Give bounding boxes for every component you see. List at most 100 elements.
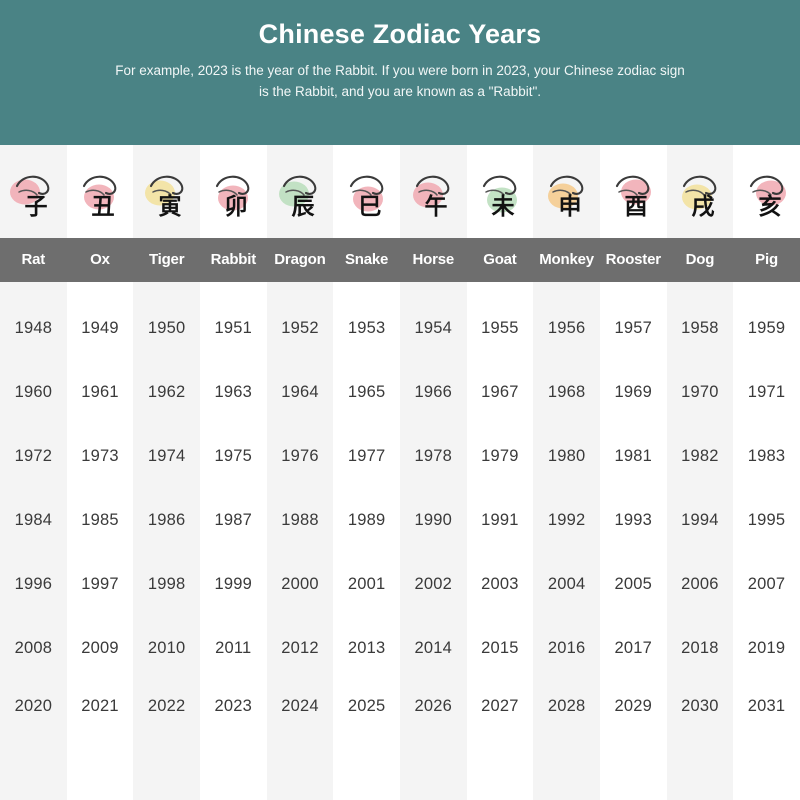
year-cell[interactable]: 1966 — [414, 383, 453, 401]
year-cell[interactable]: 1976 — [281, 447, 319, 465]
year-cell[interactable]: 2008 — [14, 639, 53, 657]
year-cell[interactable]: 2002 — [414, 575, 453, 593]
year-cell[interactable]: 1949 — [81, 319, 119, 337]
zodiac-icon-cell-goat[interactable]: 未 — [467, 145, 534, 238]
year-cell[interactable]: 1951 — [214, 319, 253, 337]
year-cell[interactable]: 1991 — [481, 511, 519, 529]
year-cell[interactable]: 2024 — [281, 697, 319, 715]
zodiac-header-pig[interactable]: Pig — [755, 251, 778, 268]
year-cell[interactable]: 1961 — [81, 383, 119, 401]
year-cell[interactable]: 2028 — [547, 697, 586, 715]
year-cell[interactable]: 1948 — [14, 319, 53, 337]
zodiac-header-dog[interactable]: Dog — [685, 251, 715, 268]
year-cell[interactable]: 1993 — [614, 511, 652, 529]
year-cell[interactable]: 2017 — [614, 639, 652, 657]
year-cell[interactable]: 1973 — [81, 447, 119, 465]
zodiac-icon-cell-snake[interactable]: 巳 — [333, 145, 400, 238]
year-cell[interactable]: 2031 — [747, 697, 786, 715]
year-cell[interactable]: 1952 — [281, 319, 319, 337]
year-cell[interactable]: 1960 — [14, 383, 53, 401]
zodiac-icon-cell-monkey[interactable]: 申 — [533, 145, 600, 238]
year-cell[interactable]: 2012 — [281, 639, 319, 657]
year-cell[interactable]: 1996 — [14, 575, 53, 593]
zodiac-header-horse[interactable]: Horse — [412, 251, 455, 268]
year-cell[interactable]: 1956 — [547, 319, 586, 337]
year-cell[interactable]: 1953 — [347, 319, 386, 337]
zodiac-header-monkey[interactable]: Monkey — [539, 251, 594, 268]
zodiac-icon-cell-horse[interactable]: 午 — [400, 145, 467, 238]
year-cell[interactable]: 1954 — [414, 319, 453, 337]
year-cell[interactable]: 2030 — [681, 697, 719, 715]
year-cell[interactable]: 1962 — [147, 383, 186, 401]
zodiac-icon-cell-pig[interactable]: 亥 — [733, 145, 800, 238]
zodiac-header-rabbit[interactable]: Rabbit — [210, 251, 257, 268]
year-cell[interactable]: 1968 — [547, 383, 586, 401]
year-cell[interactable]: 1964 — [281, 383, 319, 401]
year-cell[interactable]: 1950 — [147, 319, 186, 337]
year-cell[interactable]: 1970 — [681, 383, 719, 401]
year-cell[interactable]: 1959 — [747, 319, 786, 337]
year-cell[interactable]: 2001 — [347, 575, 386, 593]
zodiac-icon-cell-ox[interactable]: 丑 — [67, 145, 134, 238]
year-cell[interactable]: 2022 — [147, 697, 186, 715]
year-cell[interactable]: 2020 — [14, 697, 53, 715]
year-cell[interactable]: 1978 — [414, 447, 453, 465]
year-cell[interactable]: 1963 — [214, 383, 253, 401]
zodiac-icon-cell-rooster[interactable]: 酉 — [600, 145, 667, 238]
year-cell[interactable]: 2014 — [414, 639, 453, 657]
zodiac-header-snake[interactable]: Snake — [345, 251, 389, 268]
year-cell[interactable]: 1987 — [214, 511, 253, 529]
year-cell[interactable]: 1974 — [147, 447, 186, 465]
year-cell[interactable]: 1999 — [214, 575, 253, 593]
zodiac-icon-cell-rat[interactable]: 子 — [0, 145, 67, 238]
year-cell[interactable]: 1985 — [81, 511, 119, 529]
year-cell[interactable]: 1982 — [681, 447, 719, 465]
year-cell[interactable]: 1975 — [214, 447, 253, 465]
year-cell[interactable]: 1972 — [14, 447, 53, 465]
year-cell[interactable]: 2000 — [281, 575, 319, 593]
year-cell[interactable]: 1969 — [614, 383, 652, 401]
year-cell[interactable]: 1984 — [14, 511, 53, 529]
year-cell[interactable]: 1986 — [147, 511, 186, 529]
year-cell[interactable]: 1955 — [481, 319, 519, 337]
year-cell[interactable]: 1980 — [547, 447, 586, 465]
year-cell[interactable]: 1983 — [747, 447, 786, 465]
year-cell[interactable]: 2004 — [547, 575, 586, 593]
zodiac-icon-cell-dragon[interactable]: 辰 — [267, 145, 334, 238]
year-cell[interactable]: 2029 — [614, 697, 652, 715]
year-cell[interactable]: 1992 — [547, 511, 586, 529]
year-cell[interactable]: 2009 — [81, 639, 119, 657]
year-cell[interactable]: 2027 — [481, 697, 519, 715]
year-cell[interactable]: 2018 — [681, 639, 719, 657]
year-cell[interactable]: 1989 — [347, 511, 386, 529]
year-cell[interactable]: 1958 — [681, 319, 719, 337]
year-cell[interactable]: 1979 — [481, 447, 519, 465]
year-cell[interactable]: 1994 — [681, 511, 719, 529]
year-cell[interactable]: 2023 — [214, 697, 253, 715]
year-cell[interactable]: 2010 — [147, 639, 186, 657]
year-cell[interactable]: 2006 — [681, 575, 719, 593]
year-cell[interactable]: 1995 — [747, 511, 786, 529]
year-cell[interactable]: 2003 — [481, 575, 519, 593]
year-cell[interactable]: 1977 — [347, 447, 386, 465]
year-cell[interactable]: 1988 — [281, 511, 319, 529]
year-cell[interactable]: 2019 — [747, 639, 786, 657]
year-cell[interactable]: 2011 — [215, 639, 252, 657]
zodiac-icon-cell-rabbit[interactable]: 卯 — [200, 145, 267, 238]
year-cell[interactable]: 2013 — [347, 639, 386, 657]
year-cell[interactable]: 2025 — [347, 697, 386, 715]
zodiac-header-rat[interactable]: Rat — [21, 251, 46, 268]
year-cell[interactable]: 2021 — [81, 697, 119, 715]
zodiac-header-ox[interactable]: Ox — [90, 251, 110, 268]
year-cell[interactable]: 1990 — [414, 511, 453, 529]
year-cell[interactable]: 2015 — [481, 639, 519, 657]
year-cell[interactable]: 2016 — [547, 639, 586, 657]
year-cell[interactable]: 1965 — [347, 383, 386, 401]
year-cell[interactable]: 1971 — [747, 383, 786, 401]
zodiac-header-goat[interactable]: Goat — [483, 251, 517, 268]
year-cell[interactable]: 2026 — [414, 697, 453, 715]
year-cell[interactable]: 1997 — [81, 575, 119, 593]
zodiac-header-tiger[interactable]: Tiger — [148, 251, 185, 268]
year-cell[interactable]: 1957 — [614, 319, 652, 337]
year-cell[interactable]: 2005 — [614, 575, 652, 593]
